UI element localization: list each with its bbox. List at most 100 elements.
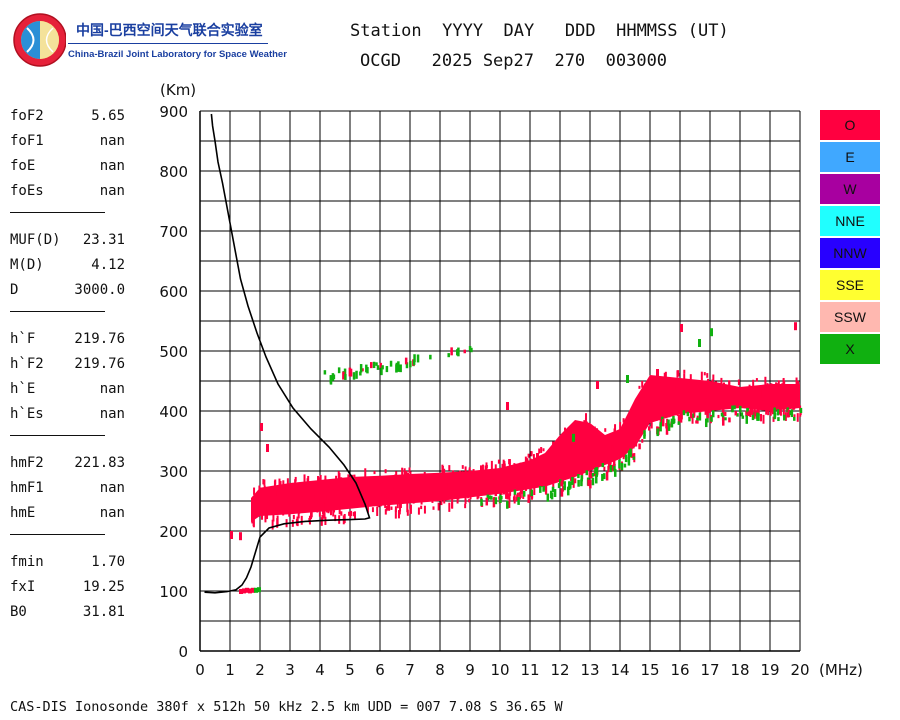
o-mode-echo: [533, 475, 536, 483]
x-tick-label: 18: [730, 661, 749, 679]
o-mode-echo: [727, 389, 730, 393]
x-mode-echo: [638, 443, 641, 450]
o-mode-echo: [563, 472, 566, 480]
parameter-label: foF2: [10, 108, 44, 124]
x-mode-echo: [698, 412, 702, 421]
o-mode-echo: [409, 508, 412, 514]
o-mode-echo: [441, 465, 444, 476]
o-mode-echo: [537, 458, 540, 465]
o-mode-echo: [355, 499, 358, 504]
x-mode-echo: [580, 475, 583, 482]
x-tick-label: 1: [225, 661, 235, 679]
o-mode-echo: [675, 380, 678, 385]
x-mode-echo: [499, 494, 502, 503]
x-mode-echo: [721, 413, 725, 422]
x-tick-label: 13: [580, 661, 599, 679]
o-mode-echo: [728, 393, 731, 401]
o-mode-echo: [347, 483, 350, 489]
o-mode-echo: [354, 494, 357, 502]
o-mode-echo: [530, 494, 533, 500]
o-mode-echo: [319, 499, 322, 509]
x-mode-echo: [352, 372, 356, 380]
o-mode-echo: [788, 400, 791, 409]
o-mode-echo: [337, 471, 340, 481]
x-mode-echo: [696, 417, 699, 421]
o-mode-echo: [338, 508, 341, 515]
o-mode-echo: [308, 515, 311, 525]
x-mode-echo: [776, 409, 780, 416]
o-mode-echo: [300, 495, 303, 500]
x-mode-echo: [689, 411, 693, 419]
x-tick-label: 10: [490, 661, 509, 679]
y-tick-label: 0: [178, 643, 188, 661]
o-mode-echo: [622, 446, 625, 454]
o-mode-echo: [519, 484, 522, 488]
o-mode-echo: [661, 397, 664, 402]
o-mode-echo: [664, 371, 667, 378]
o-mode-echo: [464, 466, 467, 475]
o-mode-echo: [448, 502, 451, 512]
o-mode-echo: [364, 468, 367, 478]
o-mode-echo: [364, 480, 367, 486]
o-mode-echo: [658, 382, 661, 387]
o-mode-echo: [640, 396, 643, 405]
o-mode-echo: [695, 391, 698, 402]
parameter-divider: [10, 435, 105, 436]
o-mode-echo: [525, 471, 528, 478]
o-mode-echo: [261, 507, 264, 512]
legend-item-o: O: [820, 110, 880, 140]
x-tick-label: 0: [195, 661, 205, 679]
o-mode-echo: [498, 484, 501, 488]
o-mode-echo: [386, 492, 389, 498]
x-mode-echo: [490, 495, 493, 500]
x-mode-echo: [506, 494, 510, 498]
o-mode-echo: [458, 470, 461, 475]
x-mode-echo: [721, 409, 725, 416]
o-mode-echo: [288, 500, 291, 505]
o-mode-echo: [321, 514, 324, 522]
o-mode-echo: [736, 395, 739, 400]
o-mode-echo: [394, 506, 397, 513]
x-mode-echo: [787, 409, 791, 418]
x-mode-echo: [468, 346, 472, 351]
x-mode-echo: [560, 488, 564, 497]
o-mode-echo: [461, 471, 464, 477]
x-mode-echo: [778, 407, 781, 415]
o-mode-echo: [254, 500, 257, 509]
o-mode-echo: [755, 378, 758, 382]
o-mode-echo: [253, 501, 256, 506]
o-mode-echo: [737, 379, 740, 386]
x-mode-echo: [711, 410, 715, 418]
o-mode-echo: [712, 374, 715, 381]
x-mode-echo: [704, 418, 708, 428]
o-mode-echo: [376, 506, 379, 516]
o-mode-echo: [541, 480, 544, 487]
o-mode-echo: [369, 477, 372, 485]
x-mode-echo: [569, 481, 572, 489]
o-mode-echo: [524, 466, 527, 472]
o-mode-echo: [406, 503, 409, 513]
x-mode-echo: [355, 370, 358, 379]
o-mode-echo: [389, 484, 392, 495]
x-mode-echo: [571, 476, 574, 485]
parameter-label: foE: [10, 158, 36, 174]
o-mode-echo: [428, 477, 431, 486]
x-mode-echo: [677, 421, 681, 425]
o-mode-echo: [311, 485, 314, 495]
o-mode-echo: [514, 481, 517, 489]
o-mode-echo: [380, 481, 383, 486]
o-mode-echo: [442, 492, 445, 499]
o-mode-echo: [604, 428, 607, 432]
o-mode-echo: [480, 465, 483, 473]
parameter-value: 219.76: [74, 356, 125, 372]
o-mode-echo: [771, 391, 774, 396]
o-mode-echo: [348, 511, 351, 516]
o-mode-echo: [503, 477, 506, 488]
o-mode-echo: [384, 503, 387, 509]
x-mode-echo: [623, 463, 627, 468]
o-mode-echo: [347, 474, 350, 480]
lab-logo: 中国-巴西空间天气联合实验室 China-Brazil Joint Labora…: [10, 8, 287, 70]
parameter-label: foF1: [10, 133, 44, 149]
o-mode-echo: [659, 415, 662, 424]
o-mode-echo: [300, 515, 303, 525]
